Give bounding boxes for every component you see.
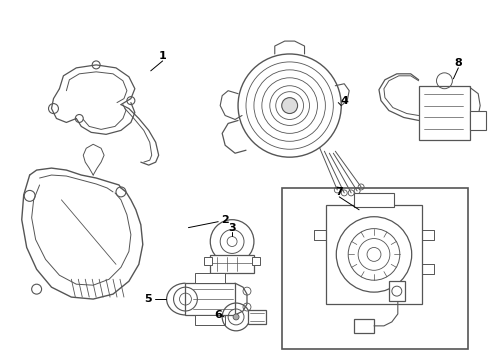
Bar	[326, 205, 421, 304]
Circle shape	[233, 314, 239, 320]
Bar	[204, 257, 212, 265]
Bar	[470, 111, 486, 130]
Text: 1: 1	[159, 51, 167, 61]
Bar	[389, 281, 405, 301]
Text: 8: 8	[454, 58, 462, 68]
Bar	[282, 188, 468, 349]
Text: 4: 4	[340, 96, 348, 105]
Bar	[252, 257, 260, 265]
Text: 5: 5	[144, 294, 151, 304]
Bar	[196, 273, 225, 283]
Bar	[185, 283, 235, 315]
Circle shape	[282, 98, 297, 113]
Text: 7: 7	[335, 187, 343, 197]
Bar	[418, 86, 470, 140]
Bar	[354, 193, 394, 207]
Text: 3: 3	[228, 222, 236, 233]
Text: 6: 6	[214, 310, 222, 320]
Bar	[210, 255, 254, 273]
Bar	[248, 310, 266, 324]
Bar	[354, 319, 374, 333]
Bar	[196, 315, 225, 325]
Text: 2: 2	[221, 215, 229, 225]
